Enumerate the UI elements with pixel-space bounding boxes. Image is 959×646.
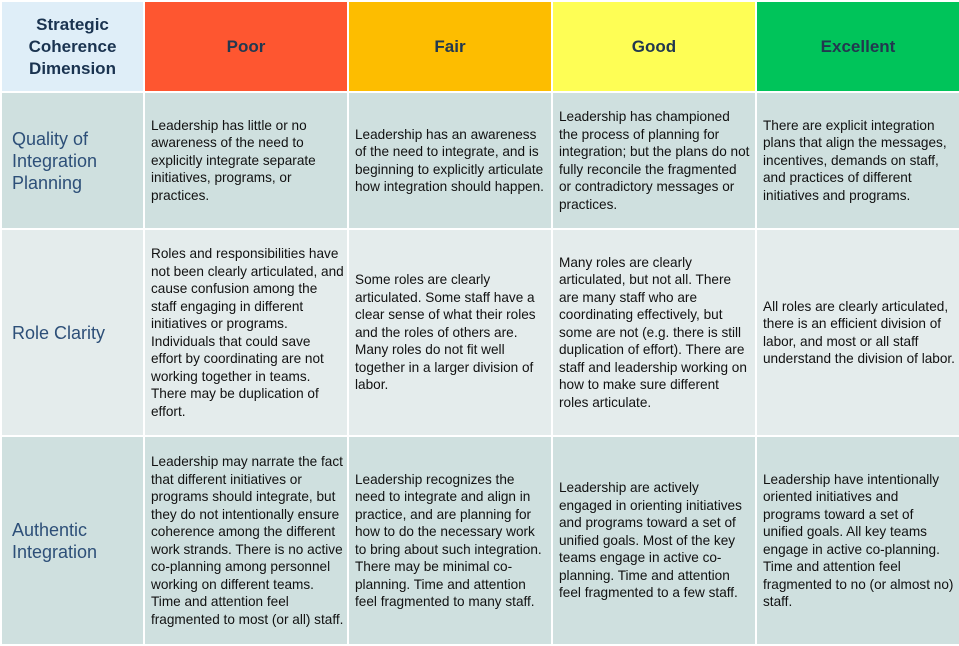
descriptor-excellent: Leadership have intentionally oriented i… <box>755 435 959 646</box>
descriptor-fair: Leadership has an awareness of the need … <box>347 91 553 230</box>
descriptor-fair: Some roles are clearly articulated. Some… <box>347 228 553 437</box>
rubric-row-authentic-integration: Authentic Integration Leadership may nar… <box>0 435 959 646</box>
level-header-excellent: Excellent <box>755 0 959 93</box>
descriptor-excellent: All roles are clearly articulated, there… <box>755 228 959 437</box>
descriptor-good: Leadership has championed the process of… <box>551 91 757 230</box>
descriptor-good: Leadership are actively engaged in orien… <box>551 435 757 646</box>
rubric-row-role-clarity: Role Clarity Roles and responsibilities … <box>0 228 959 437</box>
level-header-fair: Fair <box>347 0 553 93</box>
dimension-label: Role Clarity <box>0 228 145 437</box>
dimension-label: Authentic Integration <box>0 435 145 646</box>
dimension-column-header: Strategic Coherence Dimension <box>0 0 145 93</box>
descriptor-good: Many roles are clearly articulated, but … <box>551 228 757 437</box>
rubric-row-integration-planning: Quality of Integration Planning Leadersh… <box>0 91 959 230</box>
descriptor-fair: Leadership recognizes the need to integr… <box>347 435 553 646</box>
dimension-label: Quality of Integration Planning <box>0 91 145 230</box>
level-header-good: Good <box>551 0 757 93</box>
descriptor-poor: Leadership may narrate the fact that dif… <box>143 435 349 646</box>
header-row: Strategic Coherence Dimension Poor Fair … <box>0 0 959 93</box>
descriptor-poor: Leadership has little or no awareness of… <box>143 91 349 230</box>
descriptor-poor: Roles and responsibilities have not been… <box>143 228 349 437</box>
descriptor-excellent: There are explicit integration plans tha… <box>755 91 959 230</box>
level-header-poor: Poor <box>143 0 349 93</box>
